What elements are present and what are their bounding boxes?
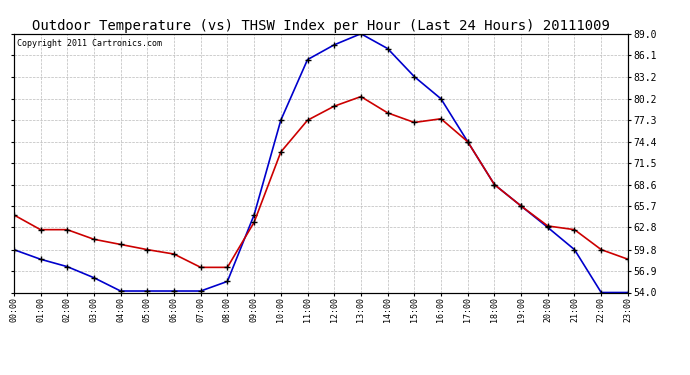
Text: Copyright 2011 Cartronics.com: Copyright 2011 Cartronics.com xyxy=(17,39,162,48)
Title: Outdoor Temperature (vs) THSW Index per Hour (Last 24 Hours) 20111009: Outdoor Temperature (vs) THSW Index per … xyxy=(32,19,610,33)
